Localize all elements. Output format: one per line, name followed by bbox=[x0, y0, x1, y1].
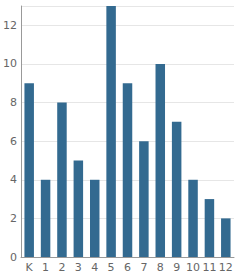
svg-text:10: 10 bbox=[186, 261, 200, 274]
svg-text:11: 11 bbox=[202, 261, 216, 274]
svg-text:10: 10 bbox=[3, 57, 17, 70]
svg-text:3: 3 bbox=[75, 261, 82, 274]
svg-text:K: K bbox=[26, 261, 34, 274]
svg-text:4: 4 bbox=[10, 173, 17, 186]
svg-text:5: 5 bbox=[108, 261, 115, 274]
svg-text:6: 6 bbox=[10, 135, 17, 148]
svg-text:1: 1 bbox=[42, 261, 49, 274]
svg-text:0: 0 bbox=[10, 251, 17, 264]
svg-text:12: 12 bbox=[3, 19, 17, 32]
svg-text:6: 6 bbox=[124, 261, 131, 274]
svg-text:8: 8 bbox=[157, 261, 164, 274]
svg-text:2: 2 bbox=[58, 261, 65, 274]
svg-text:8: 8 bbox=[10, 96, 17, 109]
svg-text:12: 12 bbox=[219, 261, 233, 274]
svg-text:4: 4 bbox=[91, 261, 98, 274]
svg-text:9: 9 bbox=[173, 261, 180, 274]
svg-text:7: 7 bbox=[140, 261, 147, 274]
svg-text:2: 2 bbox=[10, 212, 17, 225]
